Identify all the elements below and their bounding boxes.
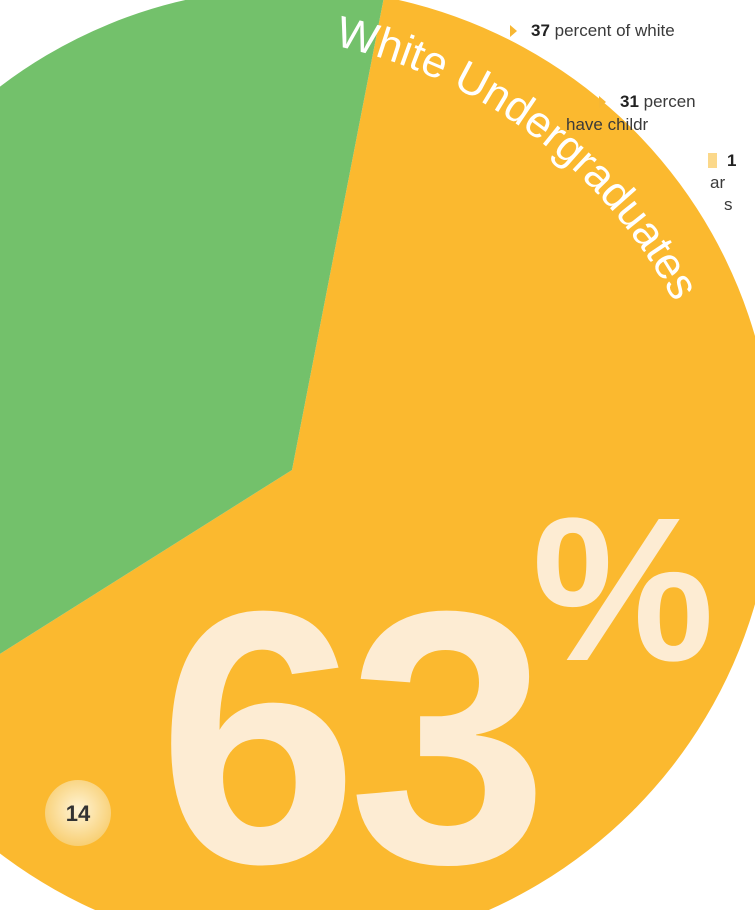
- bullet-text: ar: [710, 173, 726, 192]
- bullet-continuation-text: ar: [710, 172, 725, 194]
- bullet-children-percent: 31 percen: [599, 91, 696, 113]
- big-percent-sign: %: [532, 475, 714, 704]
- bullet-continuation-text: have childr: [566, 114, 648, 136]
- bullet-white-percent: 37 percent of white: [510, 20, 675, 42]
- page-number: 14: [66, 801, 91, 826]
- bullet-number: 31: [620, 92, 639, 111]
- bullet-text: percent of white: [549, 21, 675, 40]
- triangle-bullet-icon: [510, 25, 517, 37]
- bullet-text: s: [724, 195, 733, 214]
- pie-slice-other: [0, 0, 384, 654]
- bullet-text: have childr: [566, 115, 649, 134]
- page-number-circle: [45, 780, 111, 846]
- square-bullet-icon: [708, 153, 717, 168]
- bullet-continuation-text: s: [724, 194, 733, 216]
- bullet-text: percen: [638, 92, 696, 111]
- bullet-number: 1: [727, 151, 737, 170]
- page-number-badge: 14: [45, 780, 111, 846]
- bullet-square-item: 1: [708, 150, 736, 172]
- triangle-bullet-icon: [599, 96, 606, 108]
- bullet-number: 37: [531, 21, 550, 40]
- big-percent-number: 63: [158, 537, 539, 910]
